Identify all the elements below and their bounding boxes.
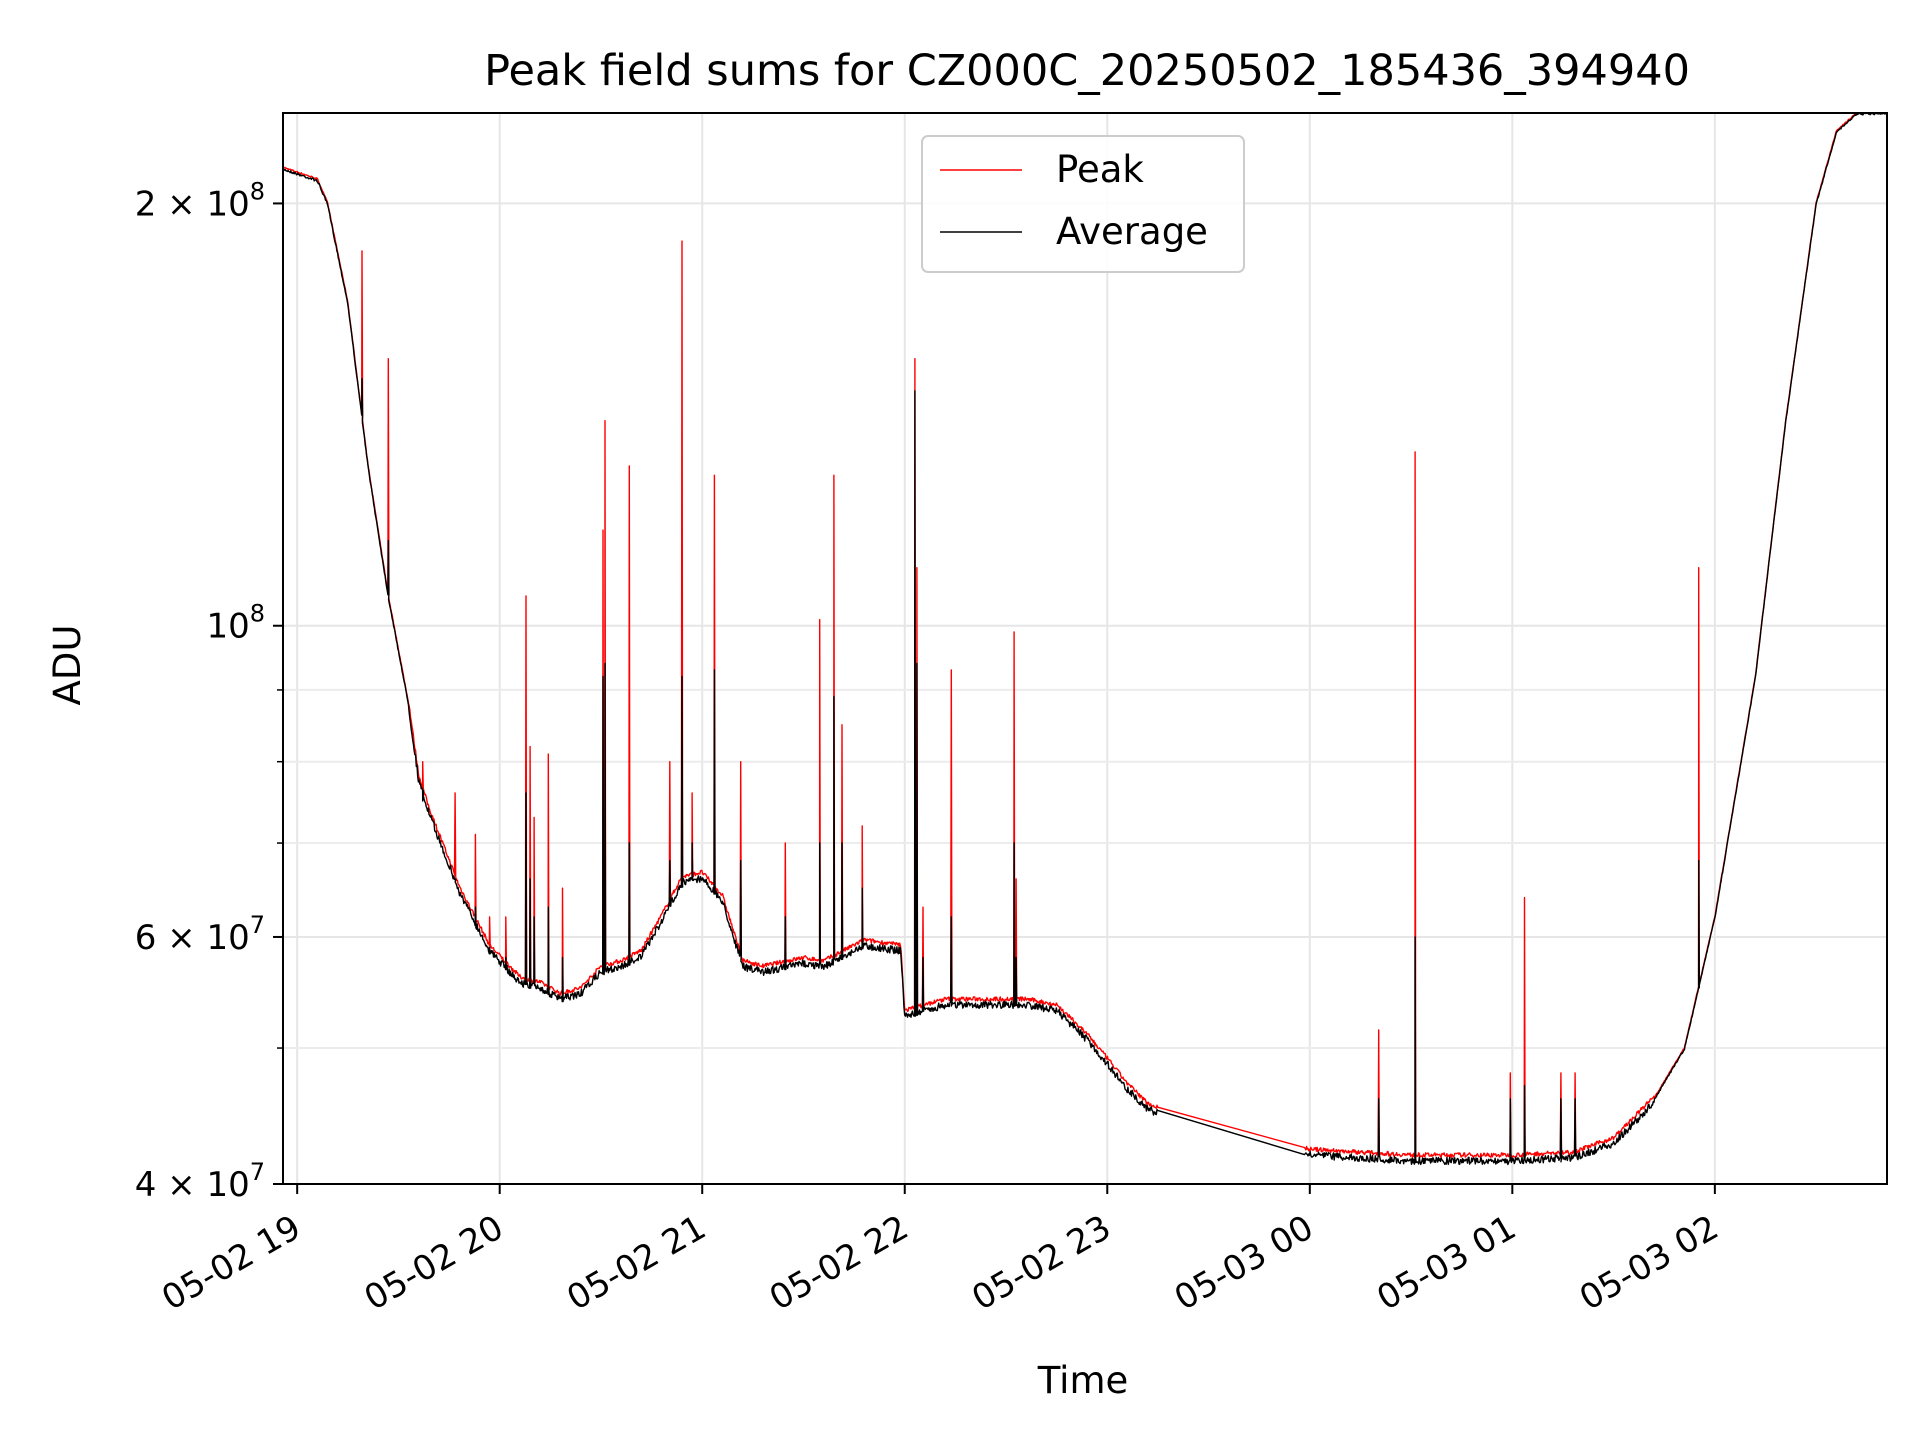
axes-frame bbox=[282, 112, 1888, 1185]
y-axis: 4 × 107 6 × 107 108 2 × 108 bbox=[135, 177, 283, 1205]
x-axis-label: Time bbox=[1037, 1359, 1129, 1402]
y-axis-label: ADU bbox=[46, 625, 89, 706]
y-tick-label: 6 × 107 bbox=[135, 911, 265, 958]
y-tick-label: 108 bbox=[206, 600, 265, 647]
legend-label-average: Average bbox=[1056, 210, 1208, 253]
series-group bbox=[283, 113, 1887, 1166]
series-line-average bbox=[283, 113, 1887, 1166]
y-tick-label: 2 × 108 bbox=[135, 177, 265, 224]
legend-label-peak: Peak bbox=[1056, 148, 1144, 191]
chart-title: Peak field sums for CZ000C_20250502_1854… bbox=[484, 46, 1690, 96]
y-tick-label: 4 × 107 bbox=[135, 1158, 265, 1205]
plot-area bbox=[283, 113, 1887, 1166]
legend: Peak Average bbox=[921, 135, 1245, 273]
